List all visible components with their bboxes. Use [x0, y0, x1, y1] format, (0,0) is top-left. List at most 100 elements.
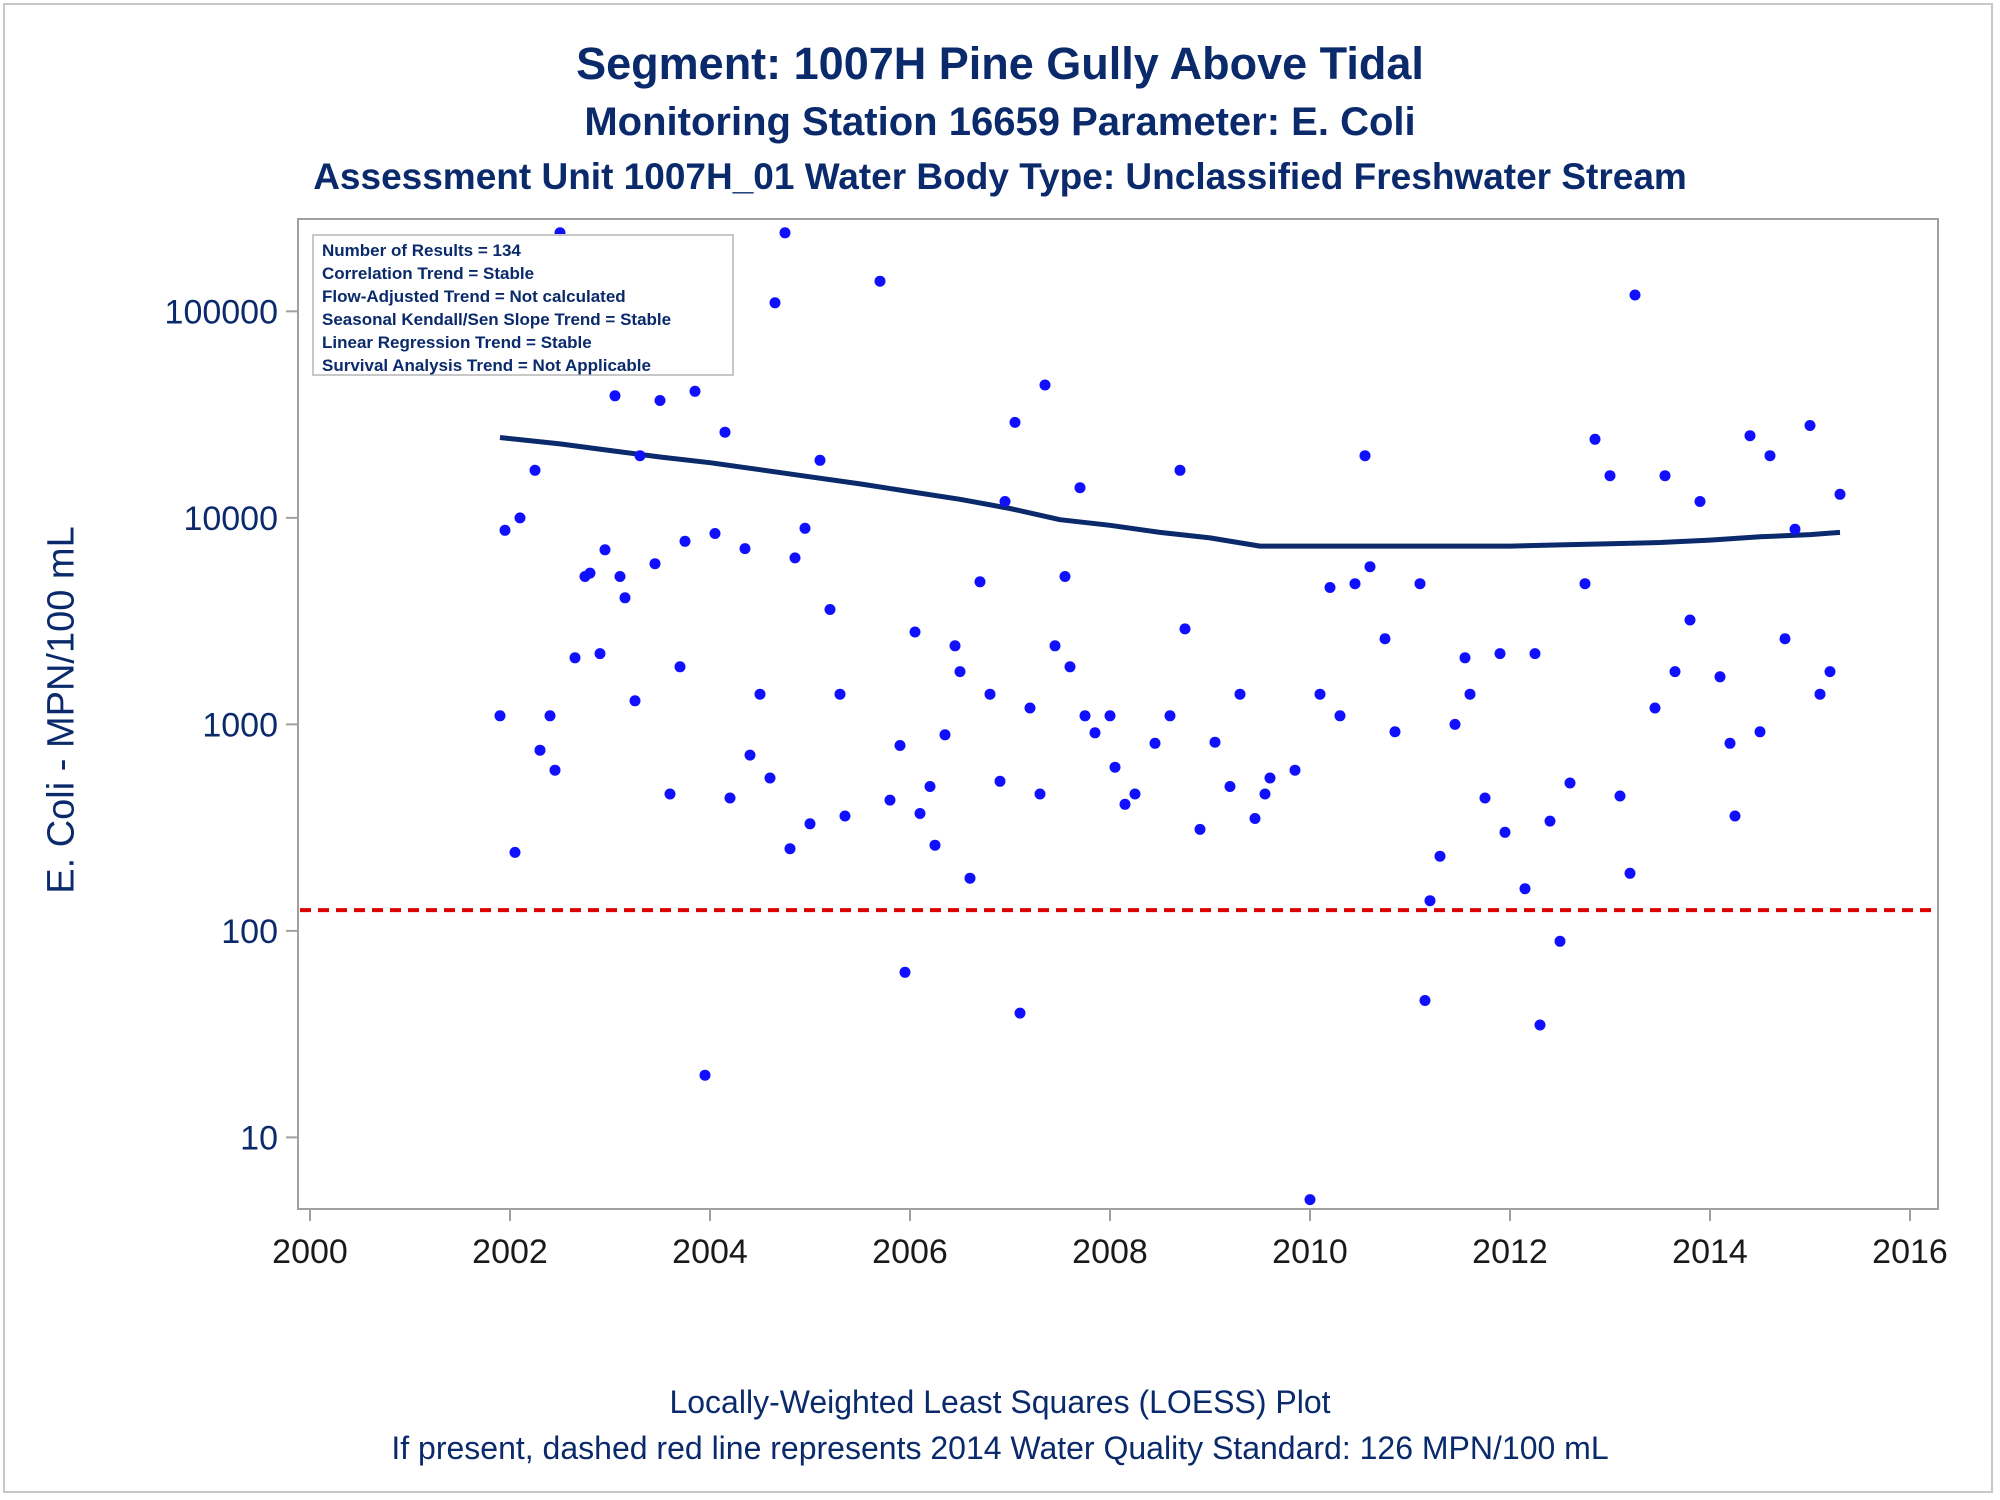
data-point: [824, 604, 836, 615]
data-point: [1079, 710, 1091, 722]
stats-flow-adjusted-trend: Flow-Adjusted Trend = Not calculated: [322, 287, 626, 306]
x-tick-label: 2006: [872, 1233, 948, 1271]
data-point: [949, 640, 961, 652]
data-point: [654, 395, 666, 406]
data-point: [1684, 614, 1696, 626]
data-point: [1179, 623, 1191, 635]
data-point: [1234, 688, 1246, 700]
data-point: [494, 710, 506, 722]
data-point: [1119, 798, 1131, 810]
chart-subtitle-station: Monitoring Station 16659 Parameter: E. C…: [584, 100, 1416, 144]
data-point: [634, 450, 646, 462]
y-tick-label: 10: [240, 1119, 278, 1157]
data-point: [899, 966, 911, 978]
data-point: [1434, 850, 1446, 862]
data-point: [1359, 450, 1371, 462]
footnote-standard: If present, dashed red line represents 2…: [391, 1430, 1609, 1466]
data-point: [1624, 867, 1636, 879]
data-point: [1824, 666, 1836, 678]
data-point: [1519, 883, 1531, 895]
data-point: [679, 535, 691, 547]
data-point: [964, 872, 976, 884]
data-point: [699, 1069, 711, 1081]
data-point: [784, 843, 796, 855]
data-point: [814, 454, 826, 466]
data-point: [594, 648, 606, 660]
data-point: [1629, 289, 1641, 301]
data-point: [799, 522, 811, 534]
data-point: [649, 558, 661, 570]
data-point: [1804, 420, 1816, 431]
data-point: [1604, 470, 1616, 482]
data-point: [1209, 736, 1221, 748]
data-point: [709, 528, 721, 539]
stats-seasonal-kendall-trend: Seasonal Kendall/Sen Slope Trend = Stabl…: [322, 310, 672, 329]
data-point: [674, 661, 686, 673]
data-point: [1834, 488, 1846, 500]
data-point: [689, 385, 701, 397]
data-point: [954, 666, 966, 678]
data-point: [514, 512, 526, 524]
data-point: [1649, 702, 1661, 714]
data-point: [1499, 826, 1511, 838]
data-point: [529, 464, 541, 476]
y-tick-label: 100000: [165, 293, 278, 331]
data-point: [1669, 666, 1681, 678]
data-point: [1544, 815, 1556, 827]
data-point: [1174, 464, 1186, 476]
x-tick-label: 2014: [1672, 1233, 1748, 1271]
data-point: [1579, 578, 1591, 590]
data-point: [1764, 450, 1776, 462]
data-point: [1379, 633, 1391, 645]
data-point: [1164, 710, 1176, 722]
data-point: [779, 227, 791, 239]
data-point: [894, 740, 906, 751]
data-point: [509, 846, 521, 858]
plot-area-border: [297, 218, 1939, 1210]
data-point: [1414, 578, 1426, 590]
data-point: [1529, 648, 1541, 660]
y-tick-label: 1000: [202, 706, 278, 744]
data-point: [834, 688, 846, 700]
data-point: [769, 297, 781, 309]
data-point: [1424, 895, 1436, 907]
data-point: [839, 810, 851, 822]
data-point: [1724, 737, 1736, 749]
x-tick-label: 2010: [1272, 1233, 1348, 1271]
data-point: [999, 496, 1011, 507]
data-point: [534, 744, 546, 756]
data-point: [1659, 470, 1671, 482]
data-point: [994, 775, 1006, 787]
data-point: [1059, 571, 1071, 582]
data-point: [974, 576, 986, 588]
stats-survival-analysis-trend: Survival Analysis Trend = Not Applicable: [322, 356, 651, 375]
data-point: [744, 749, 756, 761]
data-point: [664, 788, 676, 800]
data-point: [1024, 702, 1036, 714]
data-point: [754, 688, 766, 700]
data-point: [1074, 482, 1086, 494]
data-point: [724, 792, 736, 804]
data-point: [1494, 648, 1506, 660]
y-tick-label: 10000: [183, 500, 278, 538]
data-point: [619, 592, 631, 604]
loess-trend-line: [499, 435, 1841, 549]
stats-number-of-results: Number of Results = 134: [322, 241, 521, 260]
data-point: [1744, 430, 1756, 442]
data-point: [1324, 582, 1336, 593]
data-point: [1289, 764, 1301, 776]
data-point: [719, 426, 731, 438]
data-point: [1349, 578, 1361, 590]
x-tick-label: 2002: [472, 1233, 548, 1271]
data-point: [1729, 810, 1741, 822]
data-point: [1714, 671, 1726, 683]
data-point: [1334, 710, 1346, 722]
data-point: [1194, 823, 1206, 835]
data-point: [1049, 640, 1061, 652]
data-point: [984, 688, 996, 700]
data-point: [789, 552, 801, 564]
data-point: [1034, 788, 1046, 800]
chart-title: Segment: 1007H Pine Gully Above Tidal: [576, 38, 1424, 89]
data-point: [884, 794, 896, 806]
chart-frame: [3, 3, 1993, 1493]
